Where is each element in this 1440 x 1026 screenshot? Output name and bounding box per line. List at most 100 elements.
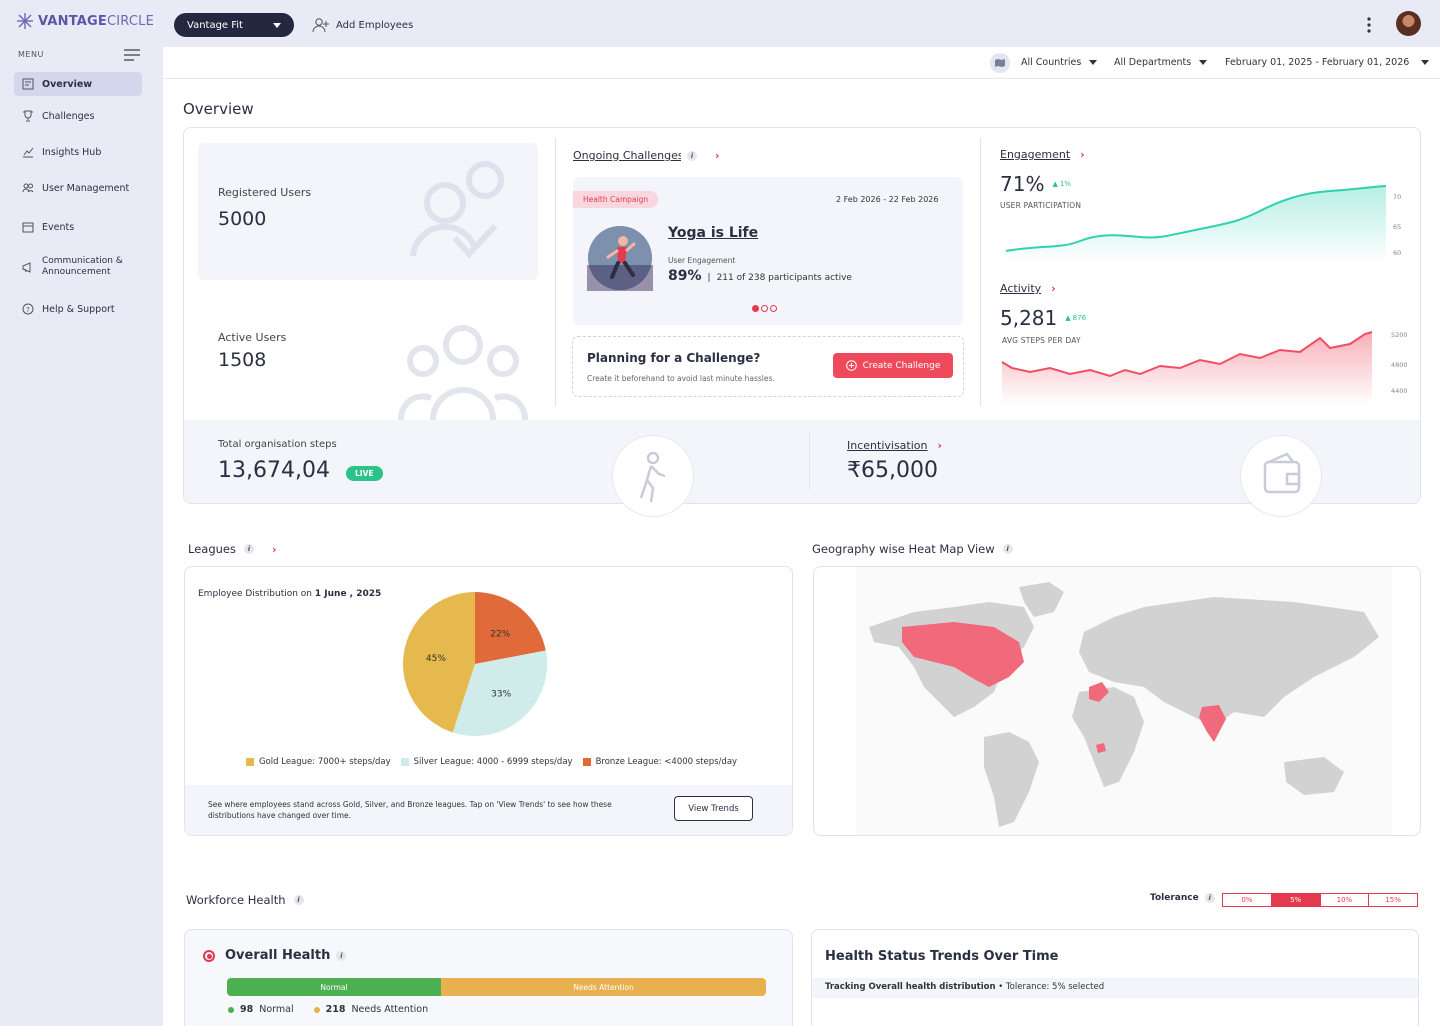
sidebar-item-communication[interactable]: Communication & Announcement [14, 254, 142, 280]
more-options-icon[interactable] [1364, 16, 1374, 34]
chevron-right-icon[interactable]: › [715, 149, 720, 162]
sidebar-item-label: Overview [42, 78, 93, 90]
sidebar-item-events[interactable]: Events [14, 215, 142, 239]
view-trends-button[interactable]: View Trends [674, 796, 753, 821]
map-icon [990, 53, 1010, 73]
trend-up-icon: ▲ [1065, 314, 1071, 322]
overall-health-title: Overall Health [225, 948, 331, 963]
pie-slice-bronze[interactable] [475, 592, 546, 664]
greenland [1019, 582, 1064, 617]
overall-health-card [184, 929, 793, 1026]
chevron-right-icon[interactable]: › [937, 439, 943, 452]
sidebar-item-overview[interactable]: Overview [14, 72, 142, 96]
registered-users-value: 5000 [218, 208, 267, 230]
sidebar-item-label: Help & Support [42, 303, 115, 315]
leagues-card [184, 566, 793, 836]
tolerance-option-0[interactable]: 0% [1223, 894, 1272, 906]
carousel-dot[interactable] [770, 305, 777, 312]
add-employees-button[interactable]: Add Employees [312, 17, 413, 33]
pie-slice-silver[interactable] [452, 650, 547, 736]
tolerance-option-5[interactable]: 5% [1271, 894, 1321, 906]
challenge-dates: 2 Feb 2026 - 22 Feb 2026 [836, 195, 939, 204]
program-select-label: Vantage Fit [187, 19, 243, 31]
health-trends-subbar [812, 978, 1418, 998]
active-users-icon [398, 325, 528, 420]
total-steps-label: Total organisation steps [218, 439, 337, 450]
carousel-dot[interactable] [761, 305, 768, 312]
ongoing-challenges-header[interactable]: Ongoing Challenges i › [573, 149, 720, 162]
engagement-sparkline [1005, 185, 1387, 263]
steps-band [184, 420, 1420, 503]
incentivisation-header[interactable]: Incentivisation › [847, 439, 942, 452]
gold-swatch [246, 758, 254, 766]
sidebar-item-user-management[interactable]: User Management [14, 176, 142, 200]
megaphone-icon [22, 262, 31, 273]
date-range-label: February 01, 2025 - February 01, 2026 [1225, 57, 1410, 68]
engagement-header[interactable]: Engagement › [1000, 148, 1085, 161]
country-filter[interactable]: All Countries [1021, 57, 1098, 68]
health-trends-subtitle: Tracking Overall health distribution • T… [825, 982, 1104, 992]
leagues-title: Leagues [188, 542, 236, 556]
sidebar-item-insights-hub[interactable]: Insights Hub [14, 140, 142, 164]
sidebar [0, 0, 163, 1026]
distribution-date: 1 June , 2025 [314, 589, 382, 599]
user-engagement-label: User Engagement [668, 256, 736, 265]
engagement-percent: 89% [668, 268, 702, 284]
carousel-dots[interactable] [752, 305, 777, 312]
info-icon[interactable]: i [1204, 893, 1215, 903]
sidebar-item-challenges[interactable]: Challenges [14, 104, 142, 128]
challenge-name[interactable]: Yoga is Life [668, 225, 759, 241]
activity-tick: 5200 [1391, 331, 1408, 339]
info-icon[interactable]: i [336, 950, 347, 961]
department-filter[interactable]: All Departments [1114, 57, 1208, 68]
normal-bar-segment[interactable]: Normal [227, 978, 441, 996]
calendar-icon [22, 222, 34, 233]
tolerance-label: Tolerance [1150, 893, 1199, 903]
sidebar-item-label: Challenges [42, 110, 95, 122]
chevron-right-icon[interactable]: › [1080, 148, 1085, 161]
date-range-filter[interactable]: February 01, 2025 - February 01, 2026 [1225, 57, 1430, 68]
vantage-circle-logo[interactable]: VANTAGECIRCLE [16, 12, 154, 30]
separator: | [707, 273, 711, 283]
page-title: Overview [183, 100, 254, 118]
info-icon[interactable]: i [243, 544, 254, 554]
chevron-right-icon[interactable]: › [1051, 282, 1056, 295]
country-filter-label: All Countries [1021, 57, 1082, 68]
info-icon[interactable]: i [293, 895, 304, 905]
tolerance-option-15[interactable]: 15% [1385, 896, 1401, 904]
world-heat-map[interactable] [814, 567, 1421, 836]
chevron-right-icon[interactable]: › [271, 542, 277, 556]
geo-title: Geography wise Heat Map View [812, 542, 995, 556]
canada-highlight [902, 622, 1024, 687]
user-avatar[interactable] [1396, 11, 1421, 36]
activity-header[interactable]: Activity › [1000, 282, 1056, 295]
brand-name-light: CIRCLE [107, 13, 155, 29]
walking-icon [639, 451, 666, 503]
distribution-label: Employee Distribution on 1 June , 2025 [198, 589, 381, 599]
users-icon [22, 183, 34, 193]
filter-bar [163, 47, 1440, 79]
leagues-header[interactable]: Leagues i › [188, 542, 277, 556]
create-challenge-button[interactable]: Create Challenge [833, 353, 953, 378]
pie-slice-gold[interactable] [402, 592, 475, 733]
sidebar-item-help-support[interactable]: ? Help & Support [14, 297, 142, 321]
active-users-value: 1508 [218, 349, 267, 371]
ongoing-challenges-title: Ongoing Challenges [573, 149, 681, 162]
menu-toggle-icon[interactable] [124, 49, 140, 61]
needs-attention-bar-segment[interactable]: Needs Attention [441, 978, 766, 996]
heat-map-card[interactable] [813, 566, 1421, 836]
program-select[interactable]: Vantage Fit [174, 13, 294, 37]
info-icon[interactable]: i [1002, 544, 1013, 554]
pie-slice-label: 33% [491, 690, 511, 700]
sidebar-item-label: Insights Hub [42, 146, 102, 158]
live-badge: LIVE [346, 466, 383, 481]
tolerance-option-10[interactable]: 10% [1321, 894, 1370, 906]
carousel-dot-active[interactable] [752, 305, 759, 312]
registered-users-label: Registered Users [218, 186, 312, 199]
sidebar-item-label: Events [42, 221, 75, 233]
tolerance-selector[interactable]: 0% 5% 10% 15% [1222, 893, 1418, 907]
engagement-tick: 60 [1393, 249, 1402, 257]
geo-header: Geography wise Heat Map View i [812, 542, 1013, 556]
logo-star-icon [17, 13, 33, 29]
info-icon[interactable]: i [687, 150, 697, 161]
